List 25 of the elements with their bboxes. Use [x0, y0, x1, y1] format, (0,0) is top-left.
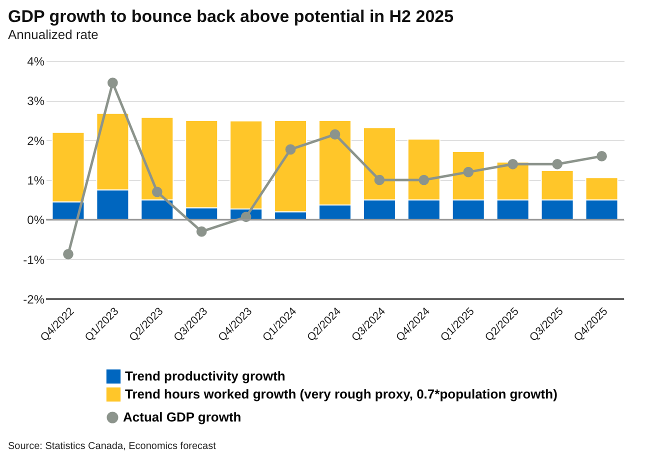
legend-label: Trend hours worked growth (very rough proxy, 0.7*population growth): [125, 386, 558, 402]
y-tick-label: 1%: [27, 174, 45, 188]
point: [330, 129, 340, 140]
chart-subtitle: Annualized rate: [8, 27, 98, 42]
point: [152, 186, 162, 198]
source-note: Source: Statistics Canada, Economics forecast: [8, 441, 216, 452]
legend-label: Trend productivity growth: [125, 368, 286, 384]
y-tick-label: 4%: [27, 54, 45, 68]
legend-label: Actual GDP growth: [123, 410, 242, 424]
point: [108, 78, 118, 88]
point: [596, 151, 607, 162]
y-tick-label: 0%: [27, 213, 45, 228]
point: [63, 249, 74, 260]
point: [285, 144, 296, 155]
y-tick-label: -2%: [23, 292, 45, 306]
chart-title: GDP growth to bounce back above potential in H2 2025: [8, 7, 454, 26]
y-tick-label: 2%: [27, 134, 45, 148]
point: [508, 158, 518, 170]
y-tick-label: 3%: [27, 94, 45, 108]
point: [552, 158, 562, 170]
y-tick-label: -1%: [23, 252, 45, 267]
point: [374, 174, 385, 186]
point: [463, 166, 474, 178]
point: [418, 174, 430, 186]
point: [196, 226, 207, 237]
